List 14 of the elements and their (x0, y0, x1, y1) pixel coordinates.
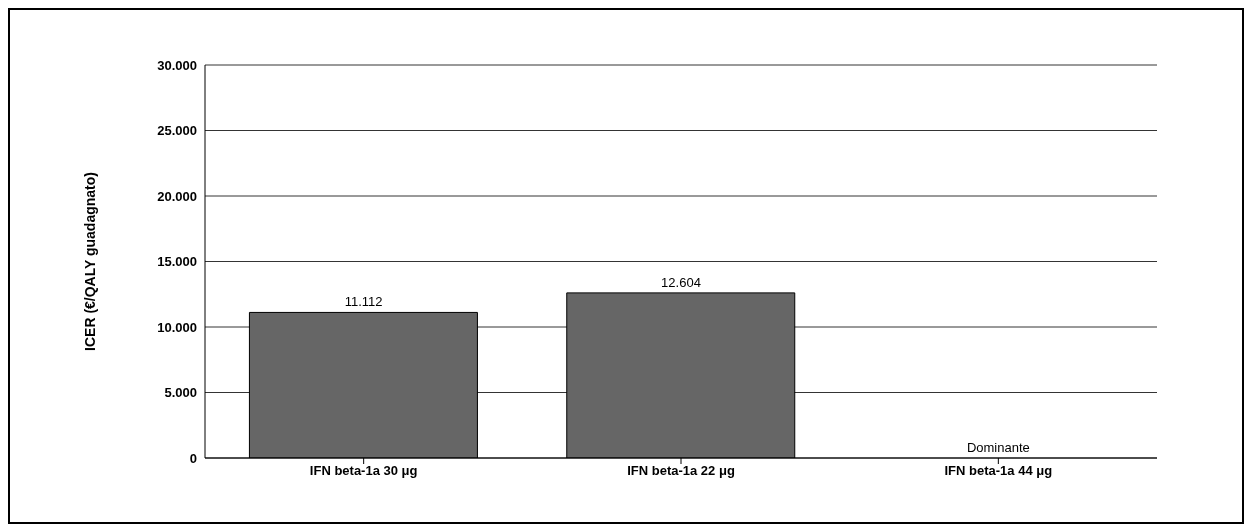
y-tick-label: 25.000 (157, 123, 197, 139)
y-tick-label: 0 (189, 450, 197, 466)
x-tick-label: IFN beta-1a 44 μg (944, 463, 1053, 479)
y-tick-label: 5.000 (164, 385, 197, 401)
y-tick-label: 15.000 (157, 254, 197, 270)
y-tick-label: 10.000 (157, 319, 197, 335)
y-tick-label: 30.000 (157, 57, 197, 73)
data-label: 11.112 (344, 294, 383, 310)
y-axis-title: ICER (€/QALY guadagnato) (81, 172, 98, 351)
text: Dominante (966, 440, 1030, 455)
x-tick-label: IFN beta-1a 30 μg (309, 463, 418, 479)
x-tick-label: IFN beta-1a 22 μg (627, 463, 735, 479)
data-label: 12.604 (661, 274, 701, 290)
y-tick-label: 20.000 (157, 188, 197, 204)
